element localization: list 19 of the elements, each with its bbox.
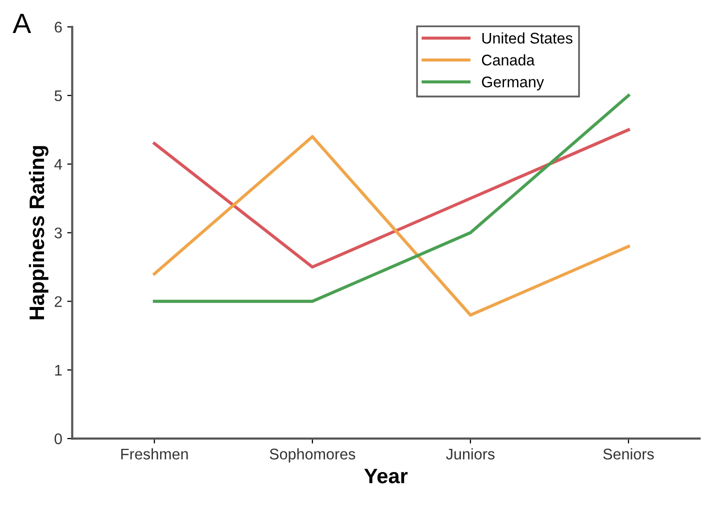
y-tick-label: 3 bbox=[54, 228, 62, 238]
y-tick-label: 0 bbox=[54, 433, 62, 444]
x-tick-label: Juniors bbox=[446, 448, 495, 460]
y-tick-label: 1 bbox=[55, 364, 62, 376]
legend-label: Canada bbox=[482, 54, 535, 66]
text: A bbox=[12, 14, 32, 33]
line-series bbox=[152, 128, 630, 269]
x-tick-label: Freshmen bbox=[121, 448, 188, 460]
y-tick-label: 5 bbox=[54, 90, 62, 102]
x-tick-label: Seniors bbox=[603, 448, 654, 460]
legend-label: United States bbox=[482, 32, 572, 44]
y-tick-label: 4 bbox=[54, 159, 62, 170]
y-tick-label: 2 bbox=[54, 296, 62, 307]
y-axis-title: Happiness Rating bbox=[28, 146, 48, 320]
line-series bbox=[152, 135, 630, 317]
x-axis-title: Year bbox=[364, 468, 408, 484]
x-tick-label: Sophomores bbox=[270, 448, 356, 463]
y-tick-label: 6 bbox=[54, 22, 62, 33]
legend-label: Germany bbox=[482, 76, 544, 90]
